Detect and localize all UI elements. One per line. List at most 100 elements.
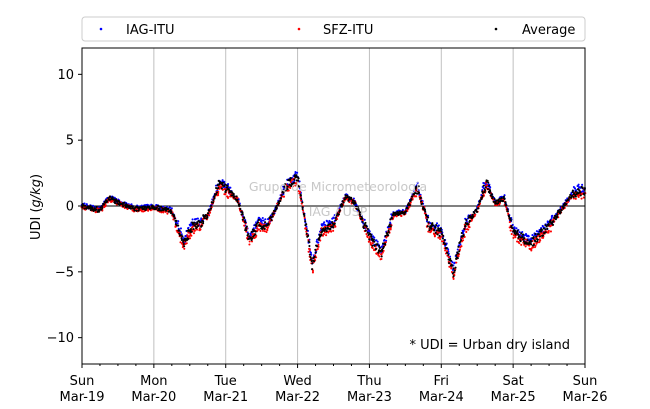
- data-point: [489, 190, 492, 193]
- data-point: [270, 219, 273, 222]
- data-point: [279, 200, 282, 203]
- data-point: [478, 204, 481, 208]
- data-point: [423, 208, 426, 211]
- data-point: [333, 214, 336, 217]
- data-point: [333, 222, 336, 225]
- data-point: [427, 221, 430, 224]
- data-point: [462, 232, 465, 235]
- data-point: [295, 174, 298, 177]
- data-point: [540, 230, 543, 233]
- data-point: [200, 217, 203, 220]
- data-point: [452, 267, 455, 270]
- data-point: [450, 267, 453, 270]
- data-point: [464, 225, 467, 228]
- data-point: [441, 237, 444, 240]
- data-point: [459, 239, 463, 242]
- data-point: [447, 256, 451, 259]
- data-point: [574, 197, 577, 200]
- data-point: [297, 179, 300, 182]
- data-point: [317, 238, 320, 241]
- x-tick-day: Tue: [214, 374, 237, 389]
- data-point: [282, 191, 285, 194]
- data-point: [378, 244, 381, 248]
- data-point: [503, 198, 506, 201]
- data-point: [535, 235, 538, 238]
- data-point: [111, 196, 114, 199]
- data-point: [215, 193, 218, 196]
- data-point: [368, 238, 371, 241]
- data-point: [170, 210, 173, 214]
- data-point: [534, 232, 537, 236]
- data-point: [419, 196, 422, 199]
- data-point: [155, 206, 158, 209]
- y-tick-label: 0: [66, 200, 74, 215]
- data-point: [451, 261, 454, 264]
- data-point: [389, 225, 392, 228]
- data-point: [416, 181, 419, 184]
- data-point: [305, 223, 308, 226]
- data-point: [509, 217, 512, 220]
- data-point: [440, 230, 443, 233]
- data-point: [314, 248, 317, 251]
- data-point: [212, 199, 215, 202]
- data-point: [183, 247, 186, 250]
- data-point: [506, 210, 509, 213]
- data-point: [554, 218, 557, 221]
- data-point: [463, 227, 466, 231]
- data-point: [473, 212, 476, 215]
- data-point: [186, 234, 189, 237]
- data-point: [562, 206, 565, 209]
- data-point: [456, 252, 460, 255]
- data-point: [581, 186, 584, 189]
- data-point: [324, 226, 327, 230]
- data-point: [484, 186, 487, 189]
- data-point: [227, 188, 230, 191]
- data-point: [365, 233, 368, 236]
- data-point: [211, 201, 215, 204]
- data-point: [452, 275, 455, 278]
- data-point: [467, 216, 470, 219]
- data-point: [477, 207, 480, 210]
- data-point: [227, 182, 230, 186]
- data-point: [387, 231, 390, 234]
- data-point: [380, 255, 383, 258]
- y-axis-label: UDI (g/kg): [29, 174, 44, 240]
- data-point: [158, 209, 162, 212]
- data-point: [381, 251, 384, 254]
- data-point: [368, 230, 371, 233]
- data-point: [488, 184, 491, 187]
- legend-label-average: Average: [522, 23, 575, 38]
- data-point: [241, 213, 244, 216]
- data-point: [461, 239, 465, 242]
- x-tick-day: Sun: [70, 374, 95, 389]
- data-point: [467, 228, 470, 231]
- data-point: [427, 230, 430, 233]
- data-point: [432, 224, 435, 227]
- data-point: [546, 227, 549, 230]
- data-point: [578, 189, 581, 192]
- data-point: [501, 200, 504, 203]
- data-point: [260, 219, 264, 222]
- data-point: [454, 266, 457, 269]
- data-point: [431, 222, 434, 225]
- data-point: [95, 205, 98, 209]
- data-point: [389, 228, 392, 231]
- data-point: [425, 220, 429, 223]
- data-point: [250, 230, 253, 233]
- data-point: [471, 213, 474, 216]
- data-point: [385, 236, 388, 239]
- data-point: [532, 236, 535, 239]
- data-point: [316, 245, 319, 248]
- data-point: [325, 230, 328, 233]
- data-point: [334, 219, 337, 222]
- data-point: [435, 222, 439, 225]
- legend-marker-average: [494, 27, 498, 31]
- data-point: [251, 232, 254, 236]
- data-point: [406, 203, 409, 207]
- data-point: [456, 257, 459, 260]
- data-point: [486, 188, 490, 191]
- data-point: [514, 230, 517, 233]
- data-point: [511, 227, 514, 230]
- data-point: [406, 207, 409, 210]
- data-point: [244, 220, 247, 223]
